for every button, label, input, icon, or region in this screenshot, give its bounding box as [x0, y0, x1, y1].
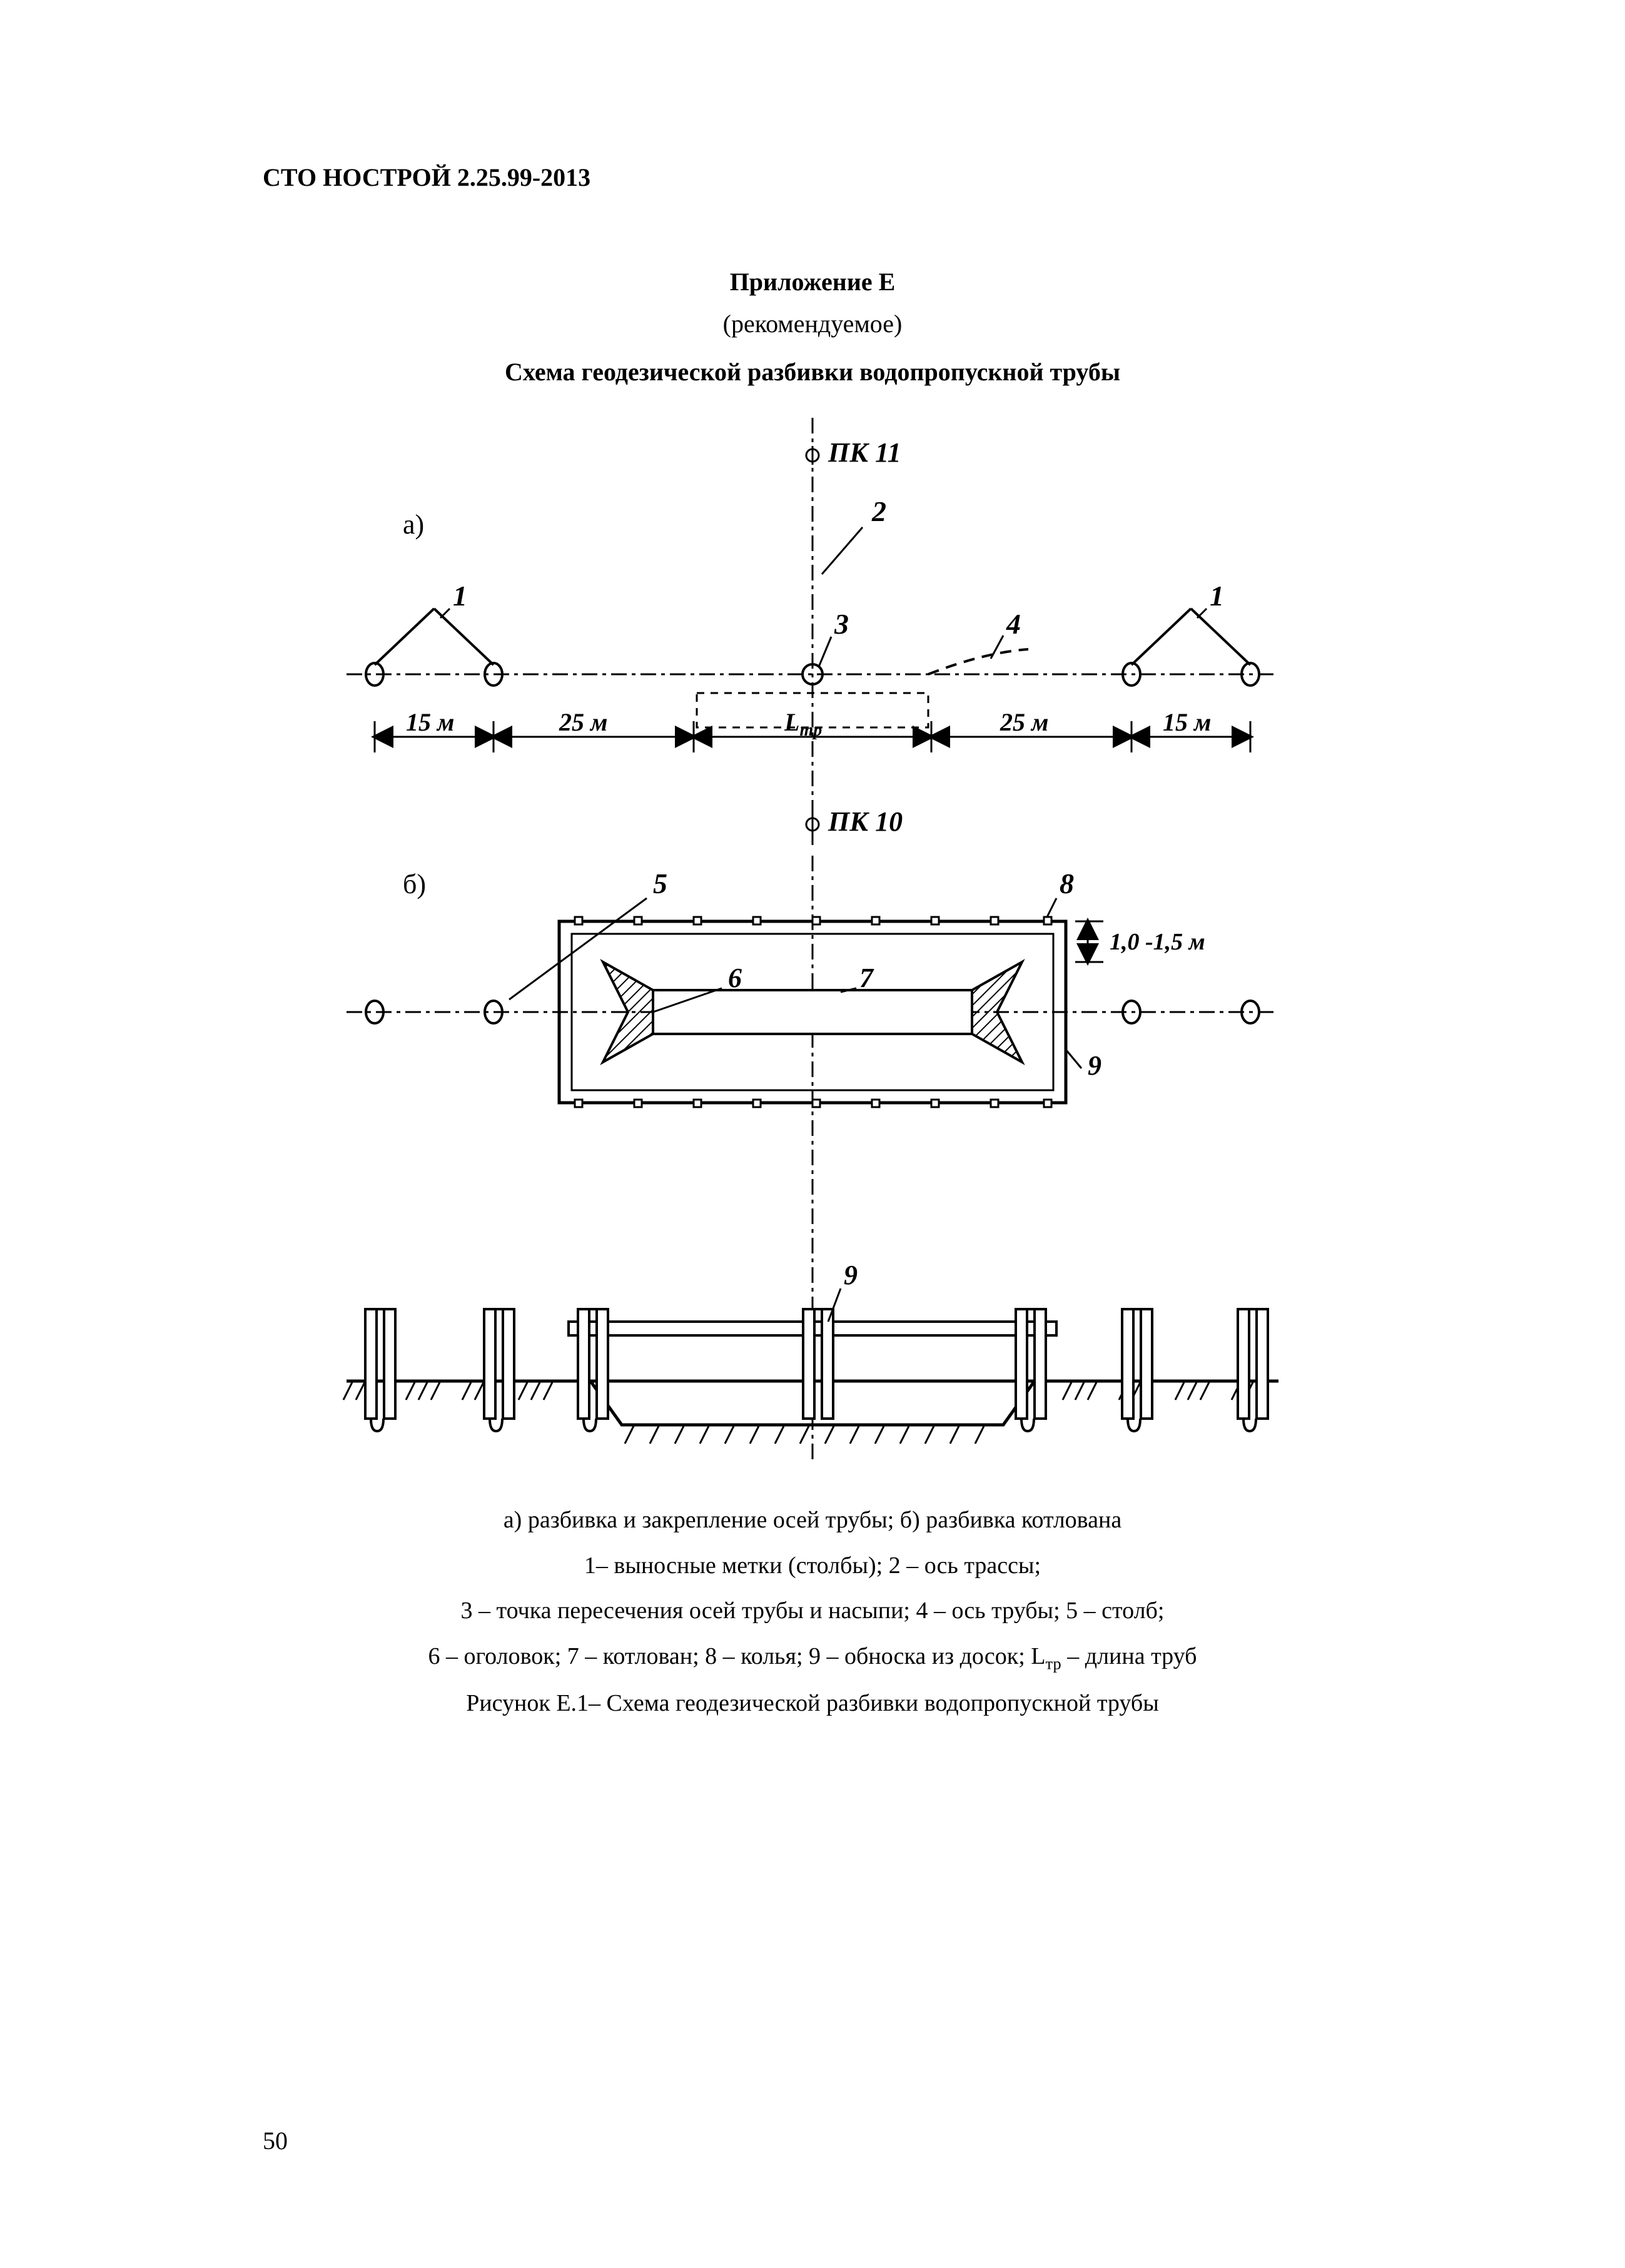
callout-1-right: 1 — [1210, 580, 1224, 612]
page-number: 50 — [263, 2126, 288, 2155]
dim-ltp: Lтр — [784, 708, 822, 740]
dim-15m-right: 15 м — [1163, 708, 1211, 736]
callout-4: 4 — [1006, 608, 1021, 640]
callout-7: 7 — [859, 963, 874, 993]
callout-2: 2 — [871, 495, 886, 527]
appendix-subtitle: (рекомендуемое) — [263, 309, 1362, 338]
dim-vertical: 1,0 -1,5 м — [1110, 929, 1205, 955]
label-pk11: ПК 11 — [828, 437, 901, 468]
callout-3: 3 — [834, 608, 849, 640]
dim-15m-left: 15 м — [406, 708, 454, 736]
scheme-title: Схема геодезической разбивки водопропуск… — [263, 357, 1362, 387]
caption-line-2: 1– выносные метки (столбы); 2 – ось трас… — [263, 1546, 1362, 1586]
figure-caption: а) разбивка и закрепление осей трубы; б)… — [263, 1500, 1362, 1723]
callout-6: 6 — [728, 963, 742, 993]
document-header: СТО НОСТРОЙ 2.25.99-2013 — [263, 163, 1362, 192]
callout-9-bottom: 9 — [844, 1260, 858, 1290]
appendix-title: Приложение Е — [263, 267, 1362, 296]
label-pk10: ПК 10 — [828, 806, 903, 837]
label-a: а) — [403, 509, 424, 540]
caption-line-1: а) разбивка и закрепление осей трубы; б)… — [263, 1500, 1362, 1541]
dim-25m-right: 25 м — [1000, 708, 1048, 736]
callout-9-top: 9 — [1088, 1050, 1101, 1081]
caption-line-3: 3 – точка пересечения осей трубы и насып… — [263, 1591, 1362, 1631]
caption-line-5: Рисунок Е.1– Схема геодезической разбивк… — [263, 1683, 1362, 1724]
technical-diagram: а) ПК 11 2 1 1 3 — [328, 412, 1297, 1475]
callout-5: 5 — [653, 868, 667, 899]
caption-line-4: 6 – оголовок; 7 – котлован; 8 – колья; 9… — [263, 1636, 1362, 1678]
callout-8: 8 — [1060, 868, 1074, 899]
callout-1-left: 1 — [453, 580, 467, 612]
figure-container: а) ПК 11 2 1 1 3 — [263, 412, 1362, 1475]
title-block: Приложение Е (рекомендуемое) Схема геоде… — [263, 267, 1362, 387]
dim-25m-left: 25 м — [559, 708, 607, 736]
label-b: б) — [403, 869, 426, 899]
